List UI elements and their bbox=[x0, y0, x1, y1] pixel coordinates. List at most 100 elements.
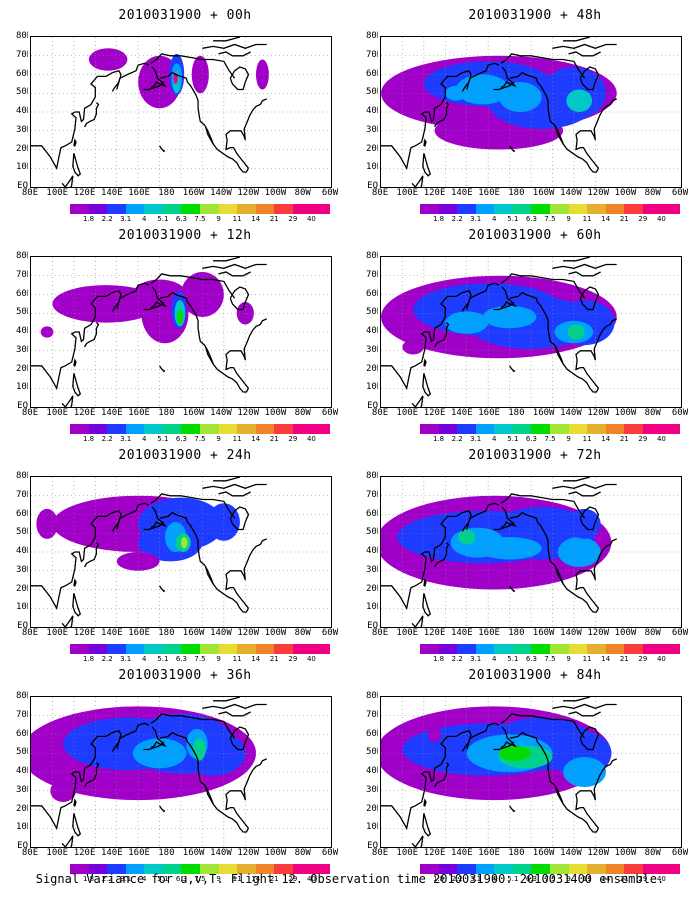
map-panel: 2010031900 + 24h 80N 70N 60N 50N 40N 30N 20N 10N… bbox=[16, 448, 350, 668]
lat-label: 30N bbox=[16, 564, 33, 575]
coastline bbox=[202, 483, 267, 489]
colorbar-swatch bbox=[568, 204, 588, 214]
colorbar-swatch bbox=[162, 204, 182, 214]
lat-label: 60N bbox=[16, 728, 33, 739]
lon-label: 160E bbox=[128, 408, 150, 418]
colorbar-swatch bbox=[550, 864, 570, 874]
coastline bbox=[563, 477, 591, 482]
coastline bbox=[554, 126, 564, 145]
colorbar-label: 21 bbox=[269, 435, 279, 443]
colorbar-swatch bbox=[162, 864, 182, 874]
lon-label: 80W bbox=[294, 628, 311, 638]
lat-label: 70N bbox=[366, 269, 383, 280]
map-area bbox=[380, 256, 682, 408]
coastline bbox=[579, 506, 600, 531]
coastline bbox=[159, 291, 250, 393]
coastline bbox=[225, 318, 267, 389]
map-svg bbox=[381, 257, 681, 407]
lat-label: 80N bbox=[366, 251, 383, 261]
lat-label: EQ bbox=[367, 401, 378, 411]
lon-label: 120W bbox=[587, 408, 610, 418]
colorbar-swatch bbox=[181, 864, 201, 874]
lat-label: 80N bbox=[366, 471, 383, 481]
coastline bbox=[218, 271, 251, 277]
coastline bbox=[159, 805, 166, 813]
lon-label: 60W bbox=[321, 628, 339, 638]
lon-label: 180 bbox=[508, 188, 525, 198]
lon-axis: 80E 100E 120E 140E 160E 180 160W 140W 120W 100W 80… bbox=[372, 848, 688, 860]
colorbar-swatch bbox=[144, 204, 164, 214]
colorbar-label: 9 bbox=[216, 655, 221, 663]
lon-label: 120E bbox=[423, 408, 446, 418]
colorbar-swatch bbox=[255, 204, 275, 214]
colorbar-swatch bbox=[200, 864, 220, 874]
colorbar-swatch bbox=[605, 644, 625, 654]
colorbar-label: 9 bbox=[566, 875, 571, 883]
lon-label: 80E bbox=[371, 408, 389, 418]
colorbar-swatch bbox=[475, 864, 495, 874]
colorbar-label: 4 bbox=[142, 215, 147, 223]
lat-label: 30N bbox=[16, 784, 33, 795]
colorbar-swatch bbox=[475, 644, 495, 654]
colorbar-swatch bbox=[181, 424, 201, 434]
lon-label: 100W bbox=[264, 848, 287, 858]
colorbar-swatch bbox=[107, 204, 127, 214]
colorbar-label: 3.1 bbox=[120, 655, 132, 663]
coastline bbox=[461, 78, 471, 92]
lon-label: 160W bbox=[182, 848, 205, 858]
coastline bbox=[204, 346, 214, 365]
lon-label: 160W bbox=[532, 408, 555, 418]
coastline bbox=[225, 758, 267, 829]
variance-shade bbox=[402, 339, 424, 355]
panel-title: 2010031900 + 84h bbox=[468, 668, 602, 683]
colorbar-swatch bbox=[292, 864, 312, 874]
lat-label: EQ bbox=[17, 621, 28, 631]
colorbar-label: 14 bbox=[601, 875, 611, 883]
map-panel: 2010031900 + 84h 80N 70N 60N 50N 40N 30N 20N 10N… bbox=[366, 668, 700, 888]
colorbar-swatch bbox=[200, 204, 220, 214]
colorbar-swatch bbox=[661, 864, 681, 874]
lon-label: 120E bbox=[423, 848, 446, 858]
colorbar-label: 14 bbox=[601, 215, 611, 223]
colorbar-label: 3.1 bbox=[470, 875, 482, 883]
lon-label: 100W bbox=[614, 188, 637, 198]
coastline bbox=[150, 66, 167, 89]
coastline bbox=[554, 566, 564, 585]
lon-label: 180 bbox=[158, 848, 175, 858]
lon-label: 120E bbox=[423, 628, 446, 638]
colorbar-label: 2.2 bbox=[101, 215, 113, 223]
lat-label: 20N bbox=[16, 583, 33, 594]
colorbar-label: 7.5 bbox=[194, 215, 206, 223]
variance-shade bbox=[498, 82, 542, 112]
lon-label: 80W bbox=[294, 848, 311, 858]
colorbar-label: 21 bbox=[619, 215, 629, 223]
lat-label: 50N bbox=[366, 307, 383, 318]
lon-label: 160E bbox=[478, 408, 500, 418]
colorbar-label: 29 bbox=[638, 215, 648, 223]
coastline bbox=[61, 175, 74, 187]
lat-label: 80N bbox=[366, 31, 383, 41]
coastline bbox=[575, 538, 617, 609]
coastline bbox=[159, 365, 166, 373]
lon-label: 180 bbox=[508, 848, 525, 858]
coastline bbox=[150, 493, 236, 519]
map-svg bbox=[31, 37, 331, 187]
lon-label: 100W bbox=[264, 408, 287, 418]
lon-label: 80E bbox=[21, 848, 39, 858]
coastline bbox=[143, 81, 165, 91]
lon-axis: 80E 100E 120E 140E 160E 180 160W 140W 120W 100W 80… bbox=[372, 628, 688, 640]
coastline bbox=[509, 71, 600, 173]
colorbar-label: 29 bbox=[288, 875, 298, 883]
coastline bbox=[461, 738, 471, 752]
colorbar-label: 9 bbox=[566, 435, 571, 443]
colorbar-swatch bbox=[88, 644, 108, 654]
colorbar-swatch bbox=[624, 424, 644, 434]
coastline bbox=[411, 395, 424, 407]
colorbar-label: 14 bbox=[251, 875, 261, 883]
colorbar-label: 9 bbox=[566, 655, 571, 663]
colorbar-label: 40 bbox=[656, 215, 666, 223]
coastline bbox=[434, 102, 450, 128]
colorbar-label: 7.5 bbox=[544, 875, 556, 883]
colorbar-label: 11 bbox=[232, 655, 242, 663]
lat-label: 80N bbox=[16, 471, 33, 481]
